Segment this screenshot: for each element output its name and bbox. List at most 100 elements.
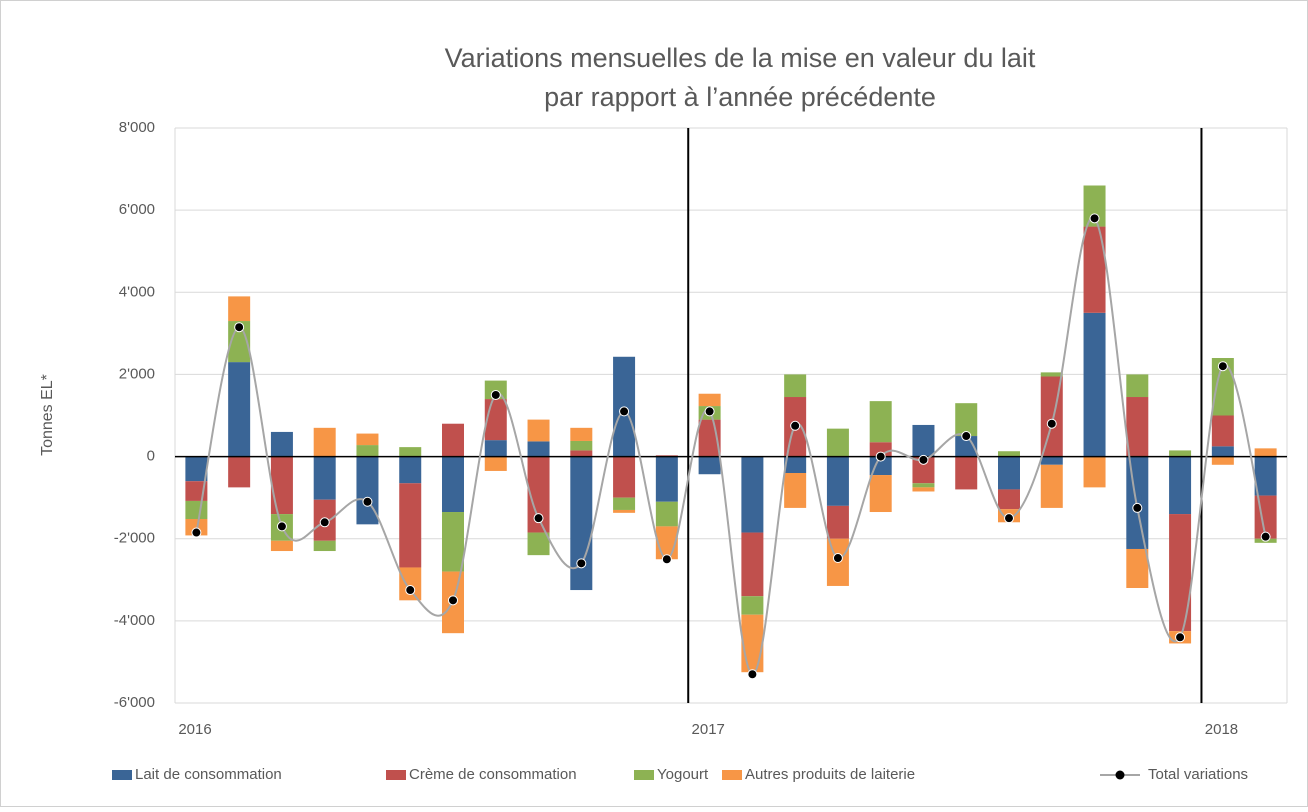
bar bbox=[1126, 374, 1149, 398]
total-marker bbox=[362, 496, 373, 507]
bar bbox=[356, 445, 379, 457]
bar bbox=[869, 475, 892, 513]
bar bbox=[1169, 450, 1192, 457]
total-marker bbox=[961, 431, 972, 442]
bar bbox=[1211, 415, 1234, 447]
bar bbox=[484, 440, 507, 457]
bar bbox=[442, 512, 464, 572]
bar bbox=[741, 532, 764, 597]
bar bbox=[356, 433, 379, 446]
bar bbox=[228, 362, 251, 457]
bar bbox=[1126, 548, 1149, 588]
x-tick-label: 2017 bbox=[692, 721, 725, 738]
bar bbox=[527, 441, 550, 457]
bar bbox=[527, 419, 550, 442]
bar bbox=[1254, 456, 1277, 496]
total-marker bbox=[405, 585, 416, 596]
bar bbox=[570, 456, 593, 591]
total-marker bbox=[832, 553, 843, 564]
bar bbox=[613, 497, 636, 510]
x-tick-label: 2016 bbox=[178, 721, 211, 738]
bar bbox=[313, 456, 336, 500]
bar bbox=[399, 456, 422, 484]
bar bbox=[1254, 448, 1277, 457]
bar bbox=[955, 403, 978, 437]
bar bbox=[527, 456, 550, 533]
bar bbox=[655, 501, 678, 527]
bar bbox=[655, 456, 678, 502]
bar bbox=[741, 614, 764, 673]
total-marker bbox=[1089, 213, 1100, 224]
bar bbox=[1211, 358, 1234, 416]
bar bbox=[228, 296, 251, 322]
bar bbox=[185, 500, 208, 519]
legend-label: Autres produits de laiterie bbox=[745, 766, 915, 783]
chart-title: par rapport à l’année précédente bbox=[544, 82, 936, 112]
y-tick-label: -4'000 bbox=[114, 612, 155, 629]
bar bbox=[270, 431, 293, 457]
bar bbox=[1083, 185, 1106, 227]
total-marker bbox=[704, 406, 715, 417]
bar bbox=[442, 423, 464, 457]
x-tick-label: 2018 bbox=[1205, 721, 1238, 738]
total-marker bbox=[918, 454, 929, 465]
bar bbox=[826, 505, 849, 539]
bar bbox=[1040, 464, 1063, 508]
bar bbox=[998, 489, 1020, 510]
bar bbox=[570, 450, 593, 457]
bar bbox=[955, 456, 978, 490]
total-marker bbox=[234, 322, 245, 333]
bar bbox=[698, 456, 721, 475]
total-marker bbox=[619, 406, 630, 417]
total-marker bbox=[191, 527, 202, 538]
legend-swatch bbox=[112, 770, 132, 780]
bar bbox=[484, 399, 507, 441]
chart-title: Variations mensuelles de la mise en vale… bbox=[445, 43, 1036, 73]
legend-label: Lait de consommation bbox=[135, 766, 282, 783]
total-marker bbox=[1132, 502, 1143, 513]
bar bbox=[442, 456, 464, 513]
legend-label: Crème de consommation bbox=[409, 766, 577, 783]
bar bbox=[613, 456, 636, 498]
y-tick-label: 2'000 bbox=[119, 365, 155, 382]
bar bbox=[1083, 456, 1106, 488]
bar bbox=[1040, 372, 1063, 377]
bar bbox=[698, 393, 721, 407]
y-axis-label: Tonnes EL* bbox=[39, 374, 56, 456]
bar bbox=[869, 456, 892, 476]
bar bbox=[399, 483, 422, 568]
bar bbox=[912, 456, 935, 484]
bar bbox=[869, 401, 892, 443]
bar bbox=[1211, 446, 1234, 457]
bar bbox=[399, 567, 422, 601]
bar bbox=[741, 596, 764, 615]
total-line bbox=[195, 216, 1267, 676]
bar bbox=[270, 456, 293, 515]
bar bbox=[741, 456, 764, 533]
y-tick-label: -6'000 bbox=[114, 694, 155, 711]
legend-swatch bbox=[386, 770, 406, 780]
y-tick-label: 0 bbox=[147, 448, 155, 465]
bar bbox=[527, 532, 550, 556]
bar bbox=[228, 321, 251, 363]
total-marker bbox=[1217, 361, 1228, 372]
bar bbox=[484, 456, 507, 471]
y-tick-label: 6'000 bbox=[119, 201, 155, 218]
bar bbox=[784, 456, 807, 473]
bar bbox=[998, 456, 1020, 490]
bar bbox=[1083, 226, 1106, 313]
bar bbox=[270, 540, 293, 552]
y-tick-label: 4'000 bbox=[119, 283, 155, 300]
legend-swatch bbox=[634, 770, 654, 780]
legend-swatch bbox=[722, 770, 742, 780]
bar bbox=[613, 509, 636, 513]
total-marker bbox=[319, 517, 330, 528]
bar bbox=[570, 440, 593, 451]
legend-label: Yogourt bbox=[657, 766, 709, 783]
total-marker bbox=[576, 558, 587, 569]
bar bbox=[912, 424, 935, 457]
bar bbox=[313, 540, 336, 552]
bar bbox=[912, 487, 935, 492]
bar bbox=[784, 374, 807, 398]
